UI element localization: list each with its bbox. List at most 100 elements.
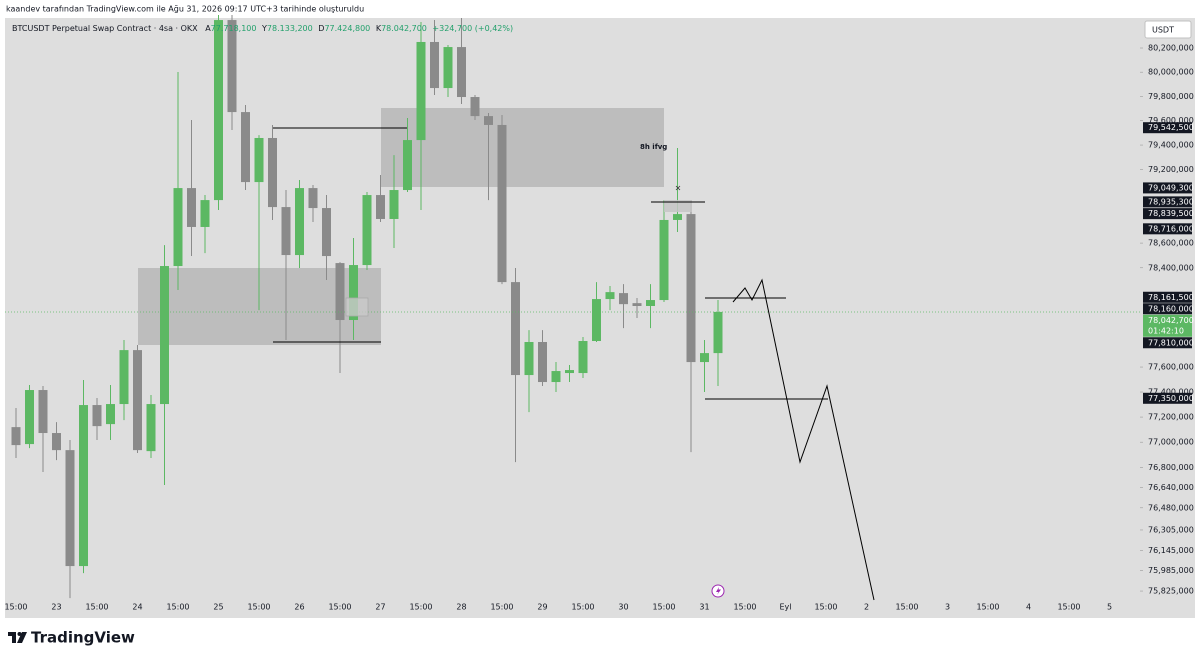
y-tick-label: 76,145,000 bbox=[1148, 546, 1194, 555]
candle-body bbox=[25, 390, 34, 445]
y-tick-label: 75,985,000 bbox=[1148, 566, 1194, 575]
price-tag-label: 78,160,000 bbox=[1148, 304, 1194, 313]
legend-value: 77.424,800 bbox=[324, 24, 370, 33]
x-tick-label: 26 bbox=[294, 603, 304, 612]
x-tick-label: 15:00 bbox=[976, 603, 999, 612]
x-tick-label: 31 bbox=[699, 603, 709, 612]
y-tick-label: 79,400,000 bbox=[1148, 141, 1194, 150]
candle-body bbox=[619, 293, 628, 305]
candle-body bbox=[133, 350, 142, 451]
x-tick-label: 15:00 bbox=[733, 603, 756, 612]
y-tick-label: 80,000,000 bbox=[1148, 68, 1194, 77]
candle-body bbox=[673, 214, 682, 220]
x-tick-label: 24 bbox=[132, 603, 142, 612]
credit-line: kaandev tarafından TradingView.com ile A… bbox=[6, 5, 364, 14]
small-zone bbox=[345, 297, 369, 317]
candle-body bbox=[52, 433, 61, 451]
price-tag-label: 79,049,300 bbox=[1148, 183, 1194, 192]
candle-body bbox=[200, 200, 210, 227]
candle-body bbox=[659, 219, 669, 301]
legend-value: 77.718,100 bbox=[211, 24, 257, 33]
y-tick-label: 75,825,000 bbox=[1148, 587, 1194, 596]
replay-icon[interactable] bbox=[711, 584, 725, 598]
zone bbox=[381, 108, 664, 187]
y-tick-label: 80,200,000 bbox=[1148, 44, 1194, 53]
price-tag bbox=[1143, 223, 1192, 235]
small-zone bbox=[664, 200, 692, 212]
x-tick-label: 15:00 bbox=[490, 603, 513, 612]
candle-body bbox=[430, 41, 439, 89]
logo-part bbox=[17, 632, 27, 643]
legend-key: D bbox=[318, 24, 324, 33]
price-tag bbox=[1143, 208, 1192, 220]
legend-key: A bbox=[205, 24, 211, 33]
candle-body bbox=[65, 450, 75, 567]
price-tag-label: 79,542,500 bbox=[1148, 123, 1194, 132]
candle-body bbox=[362, 195, 372, 266]
candle-body bbox=[79, 405, 88, 567]
candle-body bbox=[119, 350, 129, 405]
candle-body bbox=[511, 282, 520, 376]
logo-part bbox=[17, 632, 22, 636]
x-tick-label: 15:00 bbox=[409, 603, 432, 612]
candle-body bbox=[227, 20, 237, 113]
legend: BTCUSDT Perpetual Swap Contract · 4sa · … bbox=[12, 24, 513, 33]
x-tick-label: Eyl bbox=[779, 603, 791, 612]
currency-button[interactable]: USDT bbox=[1144, 20, 1192, 39]
brand-logo: TradingView bbox=[8, 629, 135, 647]
price-tag-label: 78,042,700 bbox=[1148, 316, 1194, 325]
candle-body bbox=[484, 116, 493, 125]
candle-body bbox=[187, 188, 196, 227]
candle-body bbox=[376, 195, 385, 219]
candle-body bbox=[146, 404, 156, 452]
candle-body bbox=[322, 208, 331, 257]
candle-body bbox=[38, 390, 48, 434]
candle-body bbox=[106, 404, 115, 425]
price-tag bbox=[1143, 337, 1192, 349]
legend-symbol: BTCUSDT Perpetual Swap Contract · 4sa · … bbox=[12, 24, 198, 33]
x-tick-label: 27 bbox=[375, 603, 385, 612]
price-tag bbox=[1143, 392, 1192, 404]
candle-body bbox=[281, 207, 291, 256]
x-tick-label: 29 bbox=[537, 603, 547, 612]
x-tick-label: 15:00 bbox=[328, 603, 351, 612]
x-tick-label: 15:00 bbox=[652, 603, 675, 612]
y-tick-label: 77,400,000 bbox=[1148, 388, 1194, 397]
x-tick-label: 5 bbox=[1107, 603, 1112, 612]
price-tag bbox=[1143, 303, 1192, 315]
candle-body bbox=[160, 266, 169, 405]
candle-body bbox=[605, 292, 615, 300]
drawings-top: 8h ifvg bbox=[273, 127, 875, 601]
x-tick-label: 15:00 bbox=[4, 603, 27, 612]
candle-body bbox=[403, 140, 412, 191]
price-tag bbox=[1143, 182, 1192, 194]
candle-body bbox=[497, 124, 507, 283]
x-tick-label: 30 bbox=[618, 603, 628, 612]
candle-body bbox=[254, 137, 264, 183]
icon-bolt[interactable] bbox=[716, 587, 721, 595]
x-tick-label: 3 bbox=[945, 603, 950, 612]
candle-body bbox=[308, 188, 318, 209]
currency-button-box[interactable] bbox=[1144, 20, 1192, 39]
x-tick-label: 2 bbox=[864, 603, 869, 612]
price-tag-label: 78,839,500 bbox=[1148, 209, 1194, 218]
candle-body bbox=[335, 263, 345, 321]
y-tick-label: 77,000,000 bbox=[1148, 438, 1194, 447]
currency-label[interactable]: USDT bbox=[1152, 26, 1174, 35]
candle-body bbox=[592, 299, 601, 342]
candle-body bbox=[241, 112, 250, 183]
candle-body bbox=[173, 188, 183, 267]
legend-key: Y bbox=[261, 24, 267, 33]
candle-body bbox=[11, 427, 21, 446]
x-tick-label: 25 bbox=[213, 603, 223, 612]
candle-body bbox=[646, 300, 655, 306]
candle-body bbox=[214, 20, 223, 201]
x-tick-label: 15:00 bbox=[166, 603, 189, 612]
logo-part bbox=[8, 632, 16, 643]
x-tick-label: 15:00 bbox=[895, 603, 918, 612]
candle-body bbox=[524, 342, 534, 376]
candle-body bbox=[443, 47, 453, 89]
y-tick-label: 78,600,000 bbox=[1148, 239, 1194, 248]
legend-key: K bbox=[376, 24, 382, 33]
